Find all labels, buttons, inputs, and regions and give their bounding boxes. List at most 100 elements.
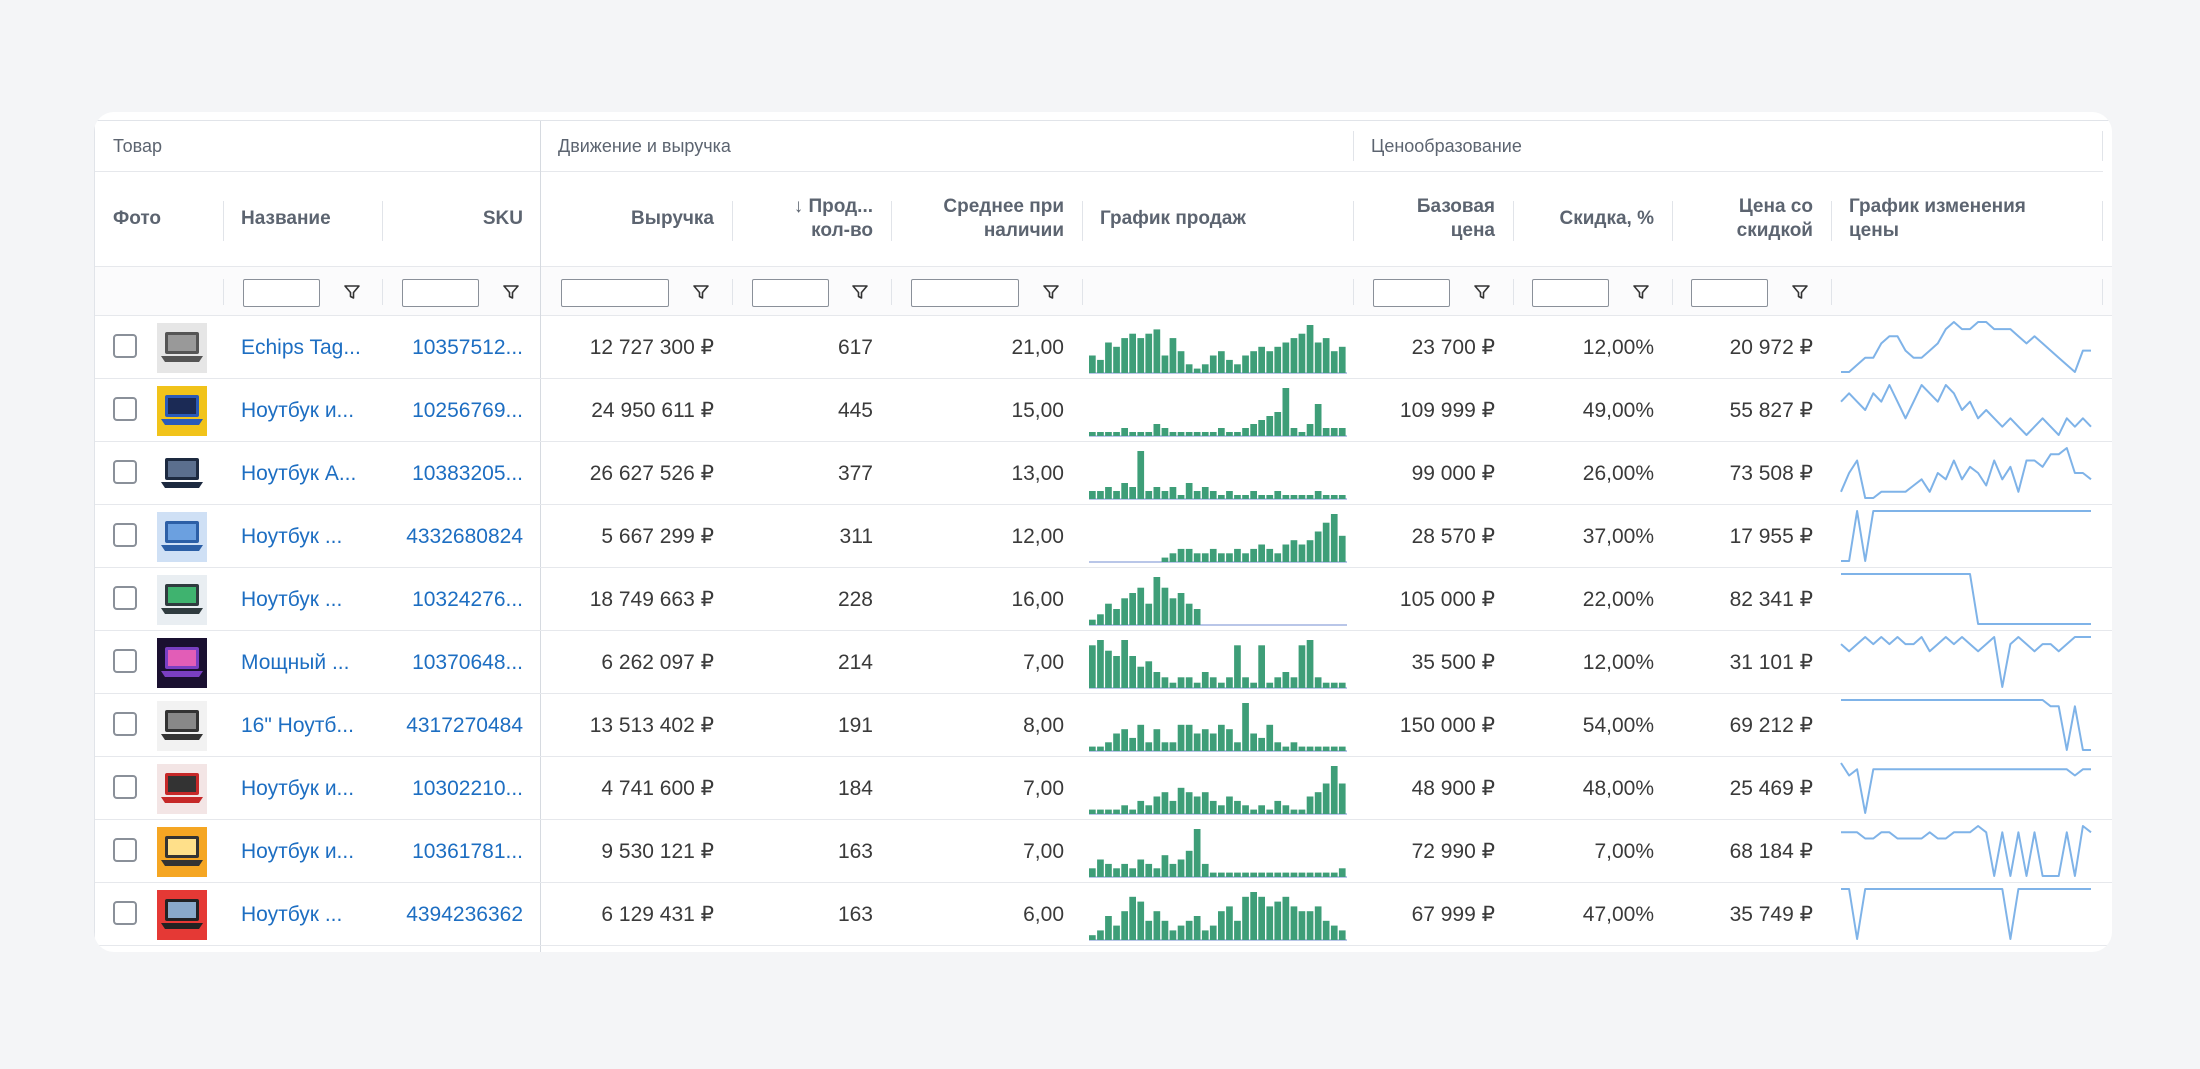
table-row[interactable]: Ноутбук ... 4394236362 6 129 431 ₽ 163 6,00 6… <box>95 883 2112 946</box>
revenue-value-text: 26 627 526 ₽ <box>589 462 714 485</box>
row-checkbox[interactable] <box>113 334 137 358</box>
product-thumbnail <box>157 827 207 877</box>
product-sku-link[interactable]: 4394236362 <box>382 883 541 946</box>
product-sku-link[interactable]: 10357512... <box>382 316 541 379</box>
sales-bar <box>1177 925 1185 940</box>
sales-bar <box>1282 495 1290 499</box>
sales-bar <box>1137 800 1145 814</box>
row-checkbox[interactable] <box>113 523 137 547</box>
sales-bar <box>1274 901 1282 940</box>
row-checkbox[interactable] <box>113 397 137 421</box>
product-sku-link[interactable]: 4317270484 <box>382 694 541 757</box>
avg-in-stock-value-text: 12,00 <box>1011 524 1064 548</box>
row-checkbox[interactable] <box>113 586 137 610</box>
discount-price-value: 73 508 ₽ <box>1672 442 1831 505</box>
sales-bar <box>1226 677 1233 688</box>
discount-filter-input[interactable] <box>1532 279 1609 307</box>
sales-bar <box>1089 746 1096 751</box>
table-row[interactable]: Мощный ... 10370648... 6 262 097 ₽ 214 7,00 3… <box>95 631 2112 694</box>
product-name-link[interactable]: Ноутбук ... <box>223 505 382 568</box>
discount-price-filter-icon[interactable] <box>1789 281 1811 303</box>
sales-bar <box>1153 868 1161 877</box>
table-row[interactable]: Ноутбук и... 10361781... 9 530 121 ₽ 163 7,0… <box>95 820 2112 883</box>
column-header-name[interactable]: Название <box>223 171 382 266</box>
row-checkbox[interactable] <box>113 460 137 484</box>
column-header-price-chart[interactable]: График изменения цены <box>1831 171 2103 266</box>
table-row[interactable]: Ноутбук ... 10324276... 18 749 663 ₽ 228 16,… <box>95 568 2112 631</box>
base-price-filter-input[interactable] <box>1373 279 1450 307</box>
sales-bar <box>1298 872 1306 877</box>
sales-bar <box>1234 800 1241 814</box>
column-header-photo[interactable]: Фото <box>95 171 223 266</box>
product-name-link-text: Ноутбук ... <box>241 524 343 548</box>
row-checkbox[interactable] <box>113 712 137 736</box>
product-sku-link[interactable]: 10370648... <box>382 631 541 694</box>
product-name-link[interactable]: Ноутбук и... <box>223 820 382 883</box>
product-name-link[interactable]: Ноутбук ... <box>223 883 382 946</box>
sku-filter-input[interactable] <box>402 279 479 307</box>
column-header-sold-qty[interactable]: ↓ Прод... кол-во <box>732 171 891 266</box>
avg-in-stock-value: 8,00 <box>891 694 1082 757</box>
sold-filter-icon[interactable] <box>849 281 871 303</box>
base-price-value-text: 28 570 ₽ <box>1411 525 1495 548</box>
table-row[interactable]: Echips Tag... 10357512... 12 727 300 ₽ 617 2… <box>95 316 2112 379</box>
column-header-discount-label: Скидка, % <box>1559 208 1655 229</box>
table-row[interactable]: Ноутбук и... 10256769... 24 950 611 ₽ 445 15… <box>95 379 2112 442</box>
avg-filter-icon[interactable] <box>1040 281 1062 303</box>
discount-filter-icon[interactable] <box>1630 281 1652 303</box>
product-sku-link[interactable]: 10302210... <box>382 757 541 820</box>
sales-bar <box>1121 729 1128 751</box>
revenue-filter-icon[interactable] <box>690 281 712 303</box>
name-filter-icon[interactable] <box>341 281 363 303</box>
avg-in-stock-value: 15,00 <box>891 379 1082 442</box>
sales-bar <box>1137 859 1145 877</box>
column-header-sales-chart[interactable]: График продаж <box>1082 171 1354 266</box>
avg-in-stock-value: 12,00 <box>891 505 1082 568</box>
sales-bar <box>1177 548 1185 562</box>
product-name-link[interactable]: Ноутбук ... <box>223 568 382 631</box>
product-name-link[interactable]: Echips Tag... <box>223 316 382 379</box>
sales-bar <box>1145 920 1153 940</box>
table-row[interactable]: Ноутбук A... 10383205... 26 627 526 ₽ 377 13… <box>95 442 2112 505</box>
product-name-link[interactable]: Ноутбук A... <box>223 442 382 505</box>
column-header-sku[interactable]: SKU <box>382 171 541 266</box>
product-name-link[interactable]: Мощный ... <box>223 631 382 694</box>
base-price-value-text: 72 990 ₽ <box>1411 840 1495 863</box>
sku-filter-icon[interactable] <box>500 281 522 303</box>
avg-filter-input[interactable] <box>911 279 1019 307</box>
product-sku-link[interactable]: 10361781... <box>382 820 541 883</box>
column-header-discount[interactable]: Скидка, % <box>1513 171 1672 266</box>
sold-qty-value-text: 311 <box>839 524 873 548</box>
row-checkbox[interactable] <box>113 838 137 862</box>
discount-price-filter-input[interactable] <box>1691 279 1768 307</box>
sales-bar <box>1282 896 1290 940</box>
row-checkbox[interactable] <box>113 649 137 673</box>
product-sku-link[interactable]: 10256769... <box>382 379 541 442</box>
sold-filter-input[interactable] <box>752 279 829 307</box>
column-header-pchart-line1: График изменения <box>1849 196 2026 217</box>
base-price-filter-icon[interactable] <box>1471 281 1493 303</box>
price-sparkline-chart <box>1840 762 2091 814</box>
product-sku-link[interactable]: 4332680824 <box>382 505 541 568</box>
sold-qty-value: 214 <box>732 631 891 694</box>
table-row[interactable]: Ноутбук и... 10302210... 4 741 600 ₽ 184 7,0… <box>95 757 2112 820</box>
product-name-link[interactable]: Ноутбук и... <box>223 757 382 820</box>
column-header-base-price[interactable]: Базовая цена <box>1354 171 1513 266</box>
column-header-discount-price[interactable]: Цена со скидкой <box>1672 171 1831 266</box>
product-sku-link[interactable]: 10383205... <box>382 442 541 505</box>
table-row[interactable]: 16" Ноутб... 4317270484 13 513 402 ₽ 191 8,0… <box>95 694 2112 757</box>
row-checkbox[interactable] <box>113 775 137 799</box>
name-filter-input[interactable] <box>243 279 320 307</box>
filter-separator <box>891 279 892 305</box>
product-name-link[interactable]: Ноутбук и... <box>223 379 382 442</box>
column-header-avg-in-stock[interactable]: Среднее при наличии <box>891 171 1082 266</box>
column-header-revenue[interactable]: Выручка <box>541 171 732 266</box>
product-name-link-text: Ноутбук ... <box>241 587 343 611</box>
sales-bar <box>1161 920 1169 940</box>
product-sku-link[interactable]: 10324276... <box>382 568 541 631</box>
row-checkbox[interactable] <box>113 901 137 925</box>
table-row[interactable]: Ноутбук ... 4332680824 5 667 299 ₽ 311 12,00… <box>95 505 2112 568</box>
revenue-filter-input[interactable] <box>561 279 669 307</box>
price-sparkline-chart <box>1841 573 2091 625</box>
product-name-link[interactable]: 16" Ноутб... <box>223 694 382 757</box>
